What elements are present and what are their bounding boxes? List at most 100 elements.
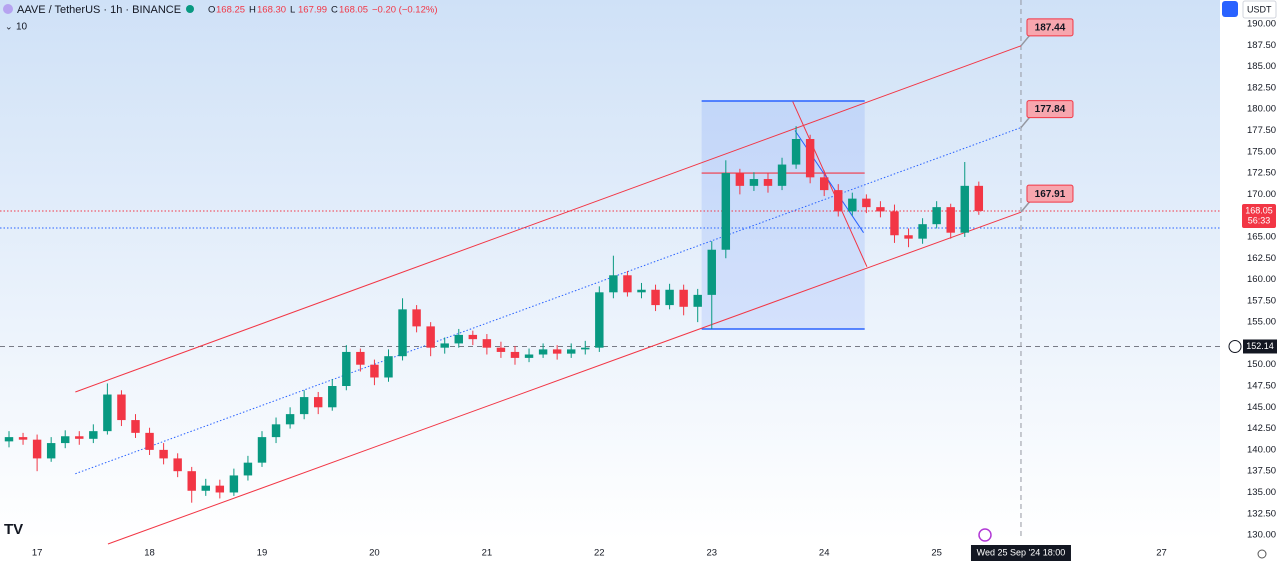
candle-body — [862, 198, 871, 208]
candle-body — [370, 364, 379, 378]
candle-body — [398, 309, 407, 357]
candle-body — [243, 462, 253, 476]
y-tick-label: 175.00 — [1247, 146, 1276, 157]
y-tick-label: 190.00 — [1247, 19, 1276, 30]
x-tick-label: 17 — [32, 548, 43, 559]
candle-body — [721, 173, 731, 250]
candle-body — [75, 436, 84, 439]
legend-change: −0.20 (−0.12%) — [372, 5, 438, 16]
candle-body — [131, 420, 140, 433]
price-label-box — [1026, 184, 1074, 203]
candle-body — [932, 207, 941, 225]
candle-body — [285, 414, 295, 425]
candle-body — [791, 139, 801, 165]
x-tick-label: 23 — [706, 548, 717, 559]
candle-body — [651, 289, 660, 306]
y-tick-label: 172.50 — [1247, 168, 1276, 179]
x-tick-label: 27 — [1156, 548, 1167, 559]
candle-body — [313, 397, 323, 408]
legend-key: C — [331, 5, 338, 16]
price-label-box — [1026, 18, 1074, 37]
collapse-arrow[interactable]: ⌄ — [5, 21, 13, 31]
candle-body — [763, 179, 773, 186]
x-tick-label: 18 — [144, 548, 155, 559]
candle-body — [201, 485, 210, 491]
price-label-box — [1026, 100, 1074, 119]
y-tick-label: 187.50 — [1247, 40, 1276, 51]
candle-body — [876, 207, 885, 212]
candle-body — [848, 198, 857, 212]
refresh-button[interactable] — [1222, 1, 1238, 17]
candle-body — [187, 471, 196, 491]
y-tick-label: 142.50 — [1247, 423, 1276, 434]
crosshair-time-box — [970, 545, 1071, 561]
candle-body — [257, 437, 267, 463]
candle-body — [581, 347, 590, 350]
symbol-icon — [3, 4, 13, 14]
last-price: 168.05 — [1245, 205, 1273, 215]
price-label: 167.91 — [1035, 189, 1066, 200]
candle-body — [173, 458, 182, 472]
candle-body — [384, 356, 393, 378]
y-tick-label: 165.00 — [1247, 231, 1276, 242]
candle-body — [665, 289, 674, 306]
candle-body — [215, 485, 225, 493]
candle-body — [89, 431, 98, 439]
market-status — [186, 5, 194, 13]
event-icon[interactable] — [978, 528, 992, 542]
crosshair-price-box — [1243, 339, 1277, 354]
crosshair-plus — [1228, 339, 1242, 353]
legend-key: H — [249, 5, 256, 16]
candle-body — [552, 349, 562, 354]
y-tick-label: 157.50 — [1247, 295, 1276, 306]
candle-body — [693, 294, 702, 307]
y-tick-label: 140.00 — [1247, 444, 1276, 455]
x-tick-label: 19 — [257, 548, 268, 559]
candle-body — [595, 292, 604, 348]
candle-body — [468, 334, 478, 340]
candle-body — [159, 449, 168, 459]
plot-background — [0, 0, 1220, 540]
symbol-title[interactable]: AAVE / TetherUS · 1h · BINANCE — [17, 4, 181, 16]
crosshair-time: Wed 25 Sep '24 18:00 — [977, 547, 1066, 557]
y-tick-label: 135.00 — [1247, 487, 1276, 498]
tv-logo[interactable]: TV — [4, 521, 23, 538]
y-tick-label: 137.50 — [1247, 466, 1276, 477]
x-tick-label: 24 — [819, 548, 830, 559]
candle-body — [735, 173, 745, 186]
y-tick-label: 177.50 — [1247, 125, 1276, 136]
candle-body — [566, 349, 576, 354]
time-axis-background — [0, 540, 1220, 562]
currency-button[interactable]: USDT — [1247, 4, 1272, 14]
candle-body — [960, 185, 969, 233]
x-tick-label: 21 — [482, 548, 493, 559]
legend-value: 168.05 — [339, 5, 368, 16]
settings-icon[interactable] — [1257, 549, 1267, 559]
currency-box[interactable] — [1242, 0, 1277, 19]
price-axis-background — [1220, 0, 1280, 562]
candle-body — [4, 437, 14, 442]
candle-body — [890, 211, 899, 236]
candle-body — [103, 394, 112, 432]
legend-key: O — [208, 5, 215, 16]
candle-body — [749, 179, 759, 186]
y-tick-label: 162.50 — [1247, 253, 1276, 264]
price-label: 177.84 — [1035, 104, 1066, 115]
candle-body — [974, 185, 984, 211]
y-tick-label: 130.00 — [1247, 530, 1276, 541]
candle-body — [482, 339, 492, 348]
trend-line — [107, 211, 1022, 545]
legend-value: 167.99 — [298, 5, 327, 16]
indicator-label[interactable]: 10 — [16, 22, 28, 33]
candle-body — [61, 436, 70, 444]
candle-body — [426, 326, 435, 348]
candle-body — [299, 397, 309, 415]
candle-body — [356, 351, 365, 365]
candle-body — [679, 289, 688, 307]
y-tick-label: 160.00 — [1247, 274, 1276, 285]
x-tick-label: 25 — [931, 548, 942, 559]
candle-body — [918, 224, 927, 239]
